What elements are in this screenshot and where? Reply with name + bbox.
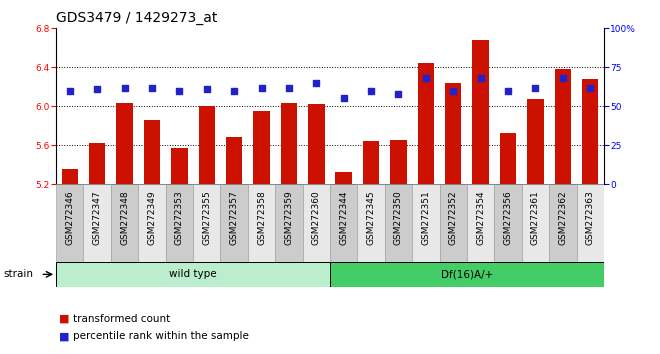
Point [585,85,595,90]
Text: ■: ■ [59,331,70,341]
Bar [412,184,440,262]
Bar [280,103,297,184]
Text: GSM272355: GSM272355 [202,190,211,245]
Bar [390,140,407,184]
Text: GSM272362: GSM272362 [558,190,568,245]
Bar [330,184,358,262]
Bar [445,83,461,184]
Bar [358,184,385,262]
Text: GSM272359: GSM272359 [284,190,294,245]
Bar [335,172,352,184]
Bar [385,184,412,262]
Text: ■: ■ [59,314,70,324]
Text: GSM272345: GSM272345 [366,190,376,245]
Point [420,75,431,81]
Bar [363,141,380,184]
Bar [521,184,549,262]
Bar [467,184,494,262]
Point [92,86,102,92]
Bar [138,184,166,262]
Bar [554,69,571,184]
Bar [440,184,467,262]
Text: GSM272348: GSM272348 [120,190,129,245]
Point [201,86,212,92]
Bar [61,169,78,184]
Point [503,88,513,93]
Text: strain: strain [3,269,33,279]
Bar [83,184,111,262]
Point [229,88,240,93]
Bar [494,184,521,262]
Bar [473,40,489,184]
Text: transformed count: transformed count [73,314,170,324]
Text: GSM272347: GSM272347 [92,190,102,245]
Text: GSM272361: GSM272361 [531,190,540,245]
Bar [582,79,599,184]
Bar [166,184,193,262]
Bar [549,184,577,262]
Point [147,85,157,90]
Bar [577,184,604,262]
Bar [308,104,325,184]
Point [366,88,376,93]
Text: wild type: wild type [169,269,217,279]
Bar [275,184,302,262]
Text: GSM272358: GSM272358 [257,190,266,245]
Bar [226,137,242,184]
Bar [330,262,604,287]
Bar [500,133,516,184]
Text: GSM272352: GSM272352 [449,190,458,245]
Text: Df(16)A/+: Df(16)A/+ [441,269,493,279]
Point [284,85,294,90]
Text: GSM272344: GSM272344 [339,190,348,245]
Bar [248,184,275,262]
Text: GDS3479 / 1429273_at: GDS3479 / 1429273_at [56,11,218,25]
Bar [193,184,220,262]
Bar [199,106,215,184]
Text: GSM272349: GSM272349 [147,190,156,245]
Point [530,85,541,90]
Point [475,75,486,81]
Bar [111,184,138,262]
Bar [144,120,160,184]
Text: GSM272357: GSM272357 [230,190,239,245]
Bar [56,184,83,262]
Point [448,88,459,93]
Bar [89,143,106,184]
Text: GSM272346: GSM272346 [65,190,75,245]
Bar [56,262,330,287]
Bar [527,99,544,184]
Point [119,85,130,90]
Point [311,80,321,86]
Bar [253,111,270,184]
Point [65,88,75,93]
Text: GSM272353: GSM272353 [175,190,184,245]
Text: GSM272351: GSM272351 [421,190,430,245]
Bar [171,148,187,184]
Text: percentile rank within the sample: percentile rank within the sample [73,331,248,341]
Text: GSM272356: GSM272356 [504,190,513,245]
Point [558,75,568,81]
Text: GSM272354: GSM272354 [476,190,485,245]
Bar [116,103,133,184]
Point [393,91,404,97]
Bar [220,184,248,262]
Text: GSM272363: GSM272363 [585,190,595,245]
Text: GSM272350: GSM272350 [394,190,403,245]
Point [174,88,185,93]
Text: GSM272360: GSM272360 [312,190,321,245]
Bar [418,63,434,184]
Bar [302,184,330,262]
Point [256,85,267,90]
Point [339,96,349,101]
